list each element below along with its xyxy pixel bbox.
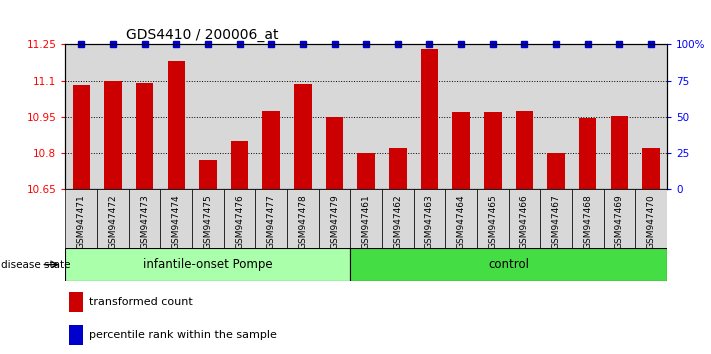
Text: GSM947461: GSM947461 <box>362 194 370 249</box>
Bar <box>579 118 597 189</box>
Text: GSM947475: GSM947475 <box>203 194 213 249</box>
Text: GSM947474: GSM947474 <box>172 194 181 249</box>
Bar <box>69 292 83 312</box>
Bar <box>604 189 635 248</box>
Text: GSM947479: GSM947479 <box>330 194 339 249</box>
Bar <box>484 112 501 189</box>
Bar <box>445 189 477 248</box>
Text: GSM947464: GSM947464 <box>456 194 466 249</box>
Bar <box>192 189 224 248</box>
Text: GSM947470: GSM947470 <box>646 194 656 249</box>
Bar <box>69 325 83 345</box>
Bar <box>129 189 161 248</box>
Bar <box>294 84 311 189</box>
Text: GSM947469: GSM947469 <box>615 194 624 249</box>
Text: GSM947466: GSM947466 <box>520 194 529 249</box>
Bar <box>351 189 382 248</box>
Bar <box>65 189 97 248</box>
Bar <box>611 116 628 189</box>
Text: transformed count: transformed count <box>89 297 193 307</box>
Bar <box>382 189 414 248</box>
Bar <box>287 189 319 248</box>
Text: GSM947472: GSM947472 <box>108 194 117 249</box>
Bar <box>136 83 154 189</box>
Bar <box>540 189 572 248</box>
Bar <box>572 189 604 248</box>
Bar <box>421 49 438 189</box>
Bar <box>199 160 217 189</box>
Text: GSM947471: GSM947471 <box>77 194 86 249</box>
Bar <box>65 248 351 281</box>
Bar <box>224 189 255 248</box>
Bar <box>168 61 185 189</box>
Bar <box>255 189 287 248</box>
Text: infantile-onset Pompe: infantile-onset Pompe <box>143 258 273 271</box>
Bar <box>515 111 533 189</box>
Text: GSM947477: GSM947477 <box>267 194 276 249</box>
Bar <box>97 189 129 248</box>
Bar <box>477 189 508 248</box>
Bar <box>161 189 192 248</box>
Bar <box>508 189 540 248</box>
Bar <box>262 111 280 189</box>
Bar <box>635 189 667 248</box>
Text: GSM947467: GSM947467 <box>552 194 560 249</box>
Text: GSM947473: GSM947473 <box>140 194 149 249</box>
Text: GSM947478: GSM947478 <box>299 194 307 249</box>
Text: GSM947465: GSM947465 <box>488 194 497 249</box>
Bar <box>414 189 445 248</box>
Bar <box>319 189 351 248</box>
Bar <box>547 153 565 189</box>
Bar <box>351 248 667 281</box>
Bar <box>358 153 375 189</box>
Bar <box>642 148 660 189</box>
Text: GDS4410 / 200006_at: GDS4410 / 200006_at <box>126 28 278 42</box>
Text: GSM947468: GSM947468 <box>583 194 592 249</box>
Bar <box>231 141 248 189</box>
Text: percentile rank within the sample: percentile rank within the sample <box>89 330 277 340</box>
Bar <box>389 148 407 189</box>
Bar <box>73 85 90 189</box>
Text: control: control <box>488 258 529 271</box>
Text: GSM947462: GSM947462 <box>393 194 402 249</box>
Bar <box>105 80 122 189</box>
Text: disease state: disease state <box>1 259 71 270</box>
Text: GSM947463: GSM947463 <box>425 194 434 249</box>
Bar <box>326 117 343 189</box>
Bar <box>452 112 470 189</box>
Text: GSM947476: GSM947476 <box>235 194 244 249</box>
